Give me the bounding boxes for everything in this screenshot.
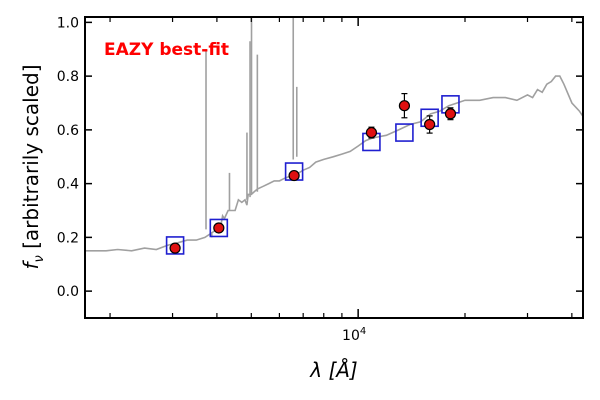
observed-point (365, 126, 378, 139)
y-tick-label: 0.4 (57, 177, 79, 193)
observed-point (444, 108, 457, 120)
model-square (165, 236, 185, 255)
x-axis-label: λ [Å] (309, 358, 357, 382)
observed-point (213, 222, 225, 234)
model-square (395, 123, 414, 142)
observed-point (169, 242, 181, 254)
x-axis: 104 (109, 17, 573, 344)
model-photometry-group (165, 95, 460, 255)
annotation-label: EAZY best-fit (104, 40, 229, 60)
observed-point (288, 169, 300, 182)
y-axis-label-text: [arbitrarily scaled] (19, 64, 43, 255)
y-axis-label-symbol: f (19, 260, 43, 270)
y-axis-label-subscript: ν (32, 255, 47, 262)
y-tick-label: 0.8 (57, 69, 79, 85)
plot-frame (84, 16, 584, 319)
y-tick-label: 0.6 (57, 123, 79, 139)
x-axis-label-text: λ [Å] (309, 358, 357, 382)
y-axis-label: fν [arbitrarily scaled] (19, 64, 47, 269)
plot-area (84, 16, 584, 319)
observed-point (398, 100, 411, 112)
x-tick-label: 104 (342, 326, 366, 344)
observed-point (424, 118, 436, 131)
y-tick-label: 0.0 (57, 284, 79, 300)
y-axis: 0.0 0.2 0.4 0.6 0.8 1.0 (57, 15, 583, 300)
observed-photometry-group (169, 92, 457, 254)
y-tick-label: 0.2 (57, 230, 79, 246)
template-spectrum-line (85, 75, 584, 252)
model-square (209, 218, 229, 238)
y-tick-label: 1.0 (57, 15, 79, 31)
